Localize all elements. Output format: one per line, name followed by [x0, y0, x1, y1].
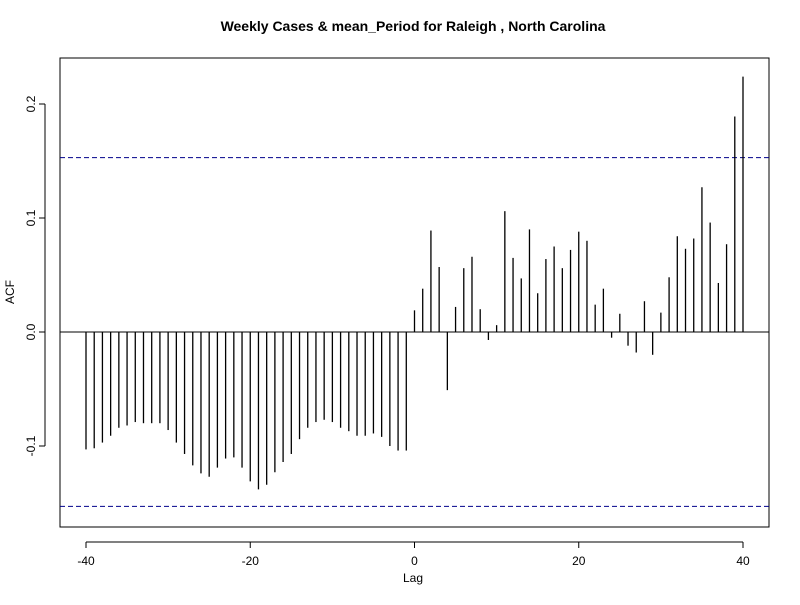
y-tick-label: 0.0 — [24, 323, 38, 340]
chart-marks: -40 -20 0 20 40 -0.1 0.0 0.1 0.2 — [24, 57, 770, 568]
y-tick-label: 0.1 — [24, 209, 38, 226]
x-tick-label: 20 — [572, 554, 586, 568]
y-axis-label: ACF — [3, 280, 17, 304]
y-tick-label: -0.1 — [24, 435, 38, 456]
plot-frame — [59, 57, 770, 528]
x-tick-label: -40 — [77, 554, 95, 568]
x-tick-label: 0 — [411, 554, 418, 568]
y-tick-label: 0.2 — [24, 95, 38, 112]
x-tick-label: -20 — [242, 554, 260, 568]
x-axis-label: Lag — [403, 571, 423, 585]
chart-title: Weekly Cases & mean_Period for Raleigh ,… — [221, 18, 606, 34]
x-tick-label: 40 — [736, 554, 750, 568]
